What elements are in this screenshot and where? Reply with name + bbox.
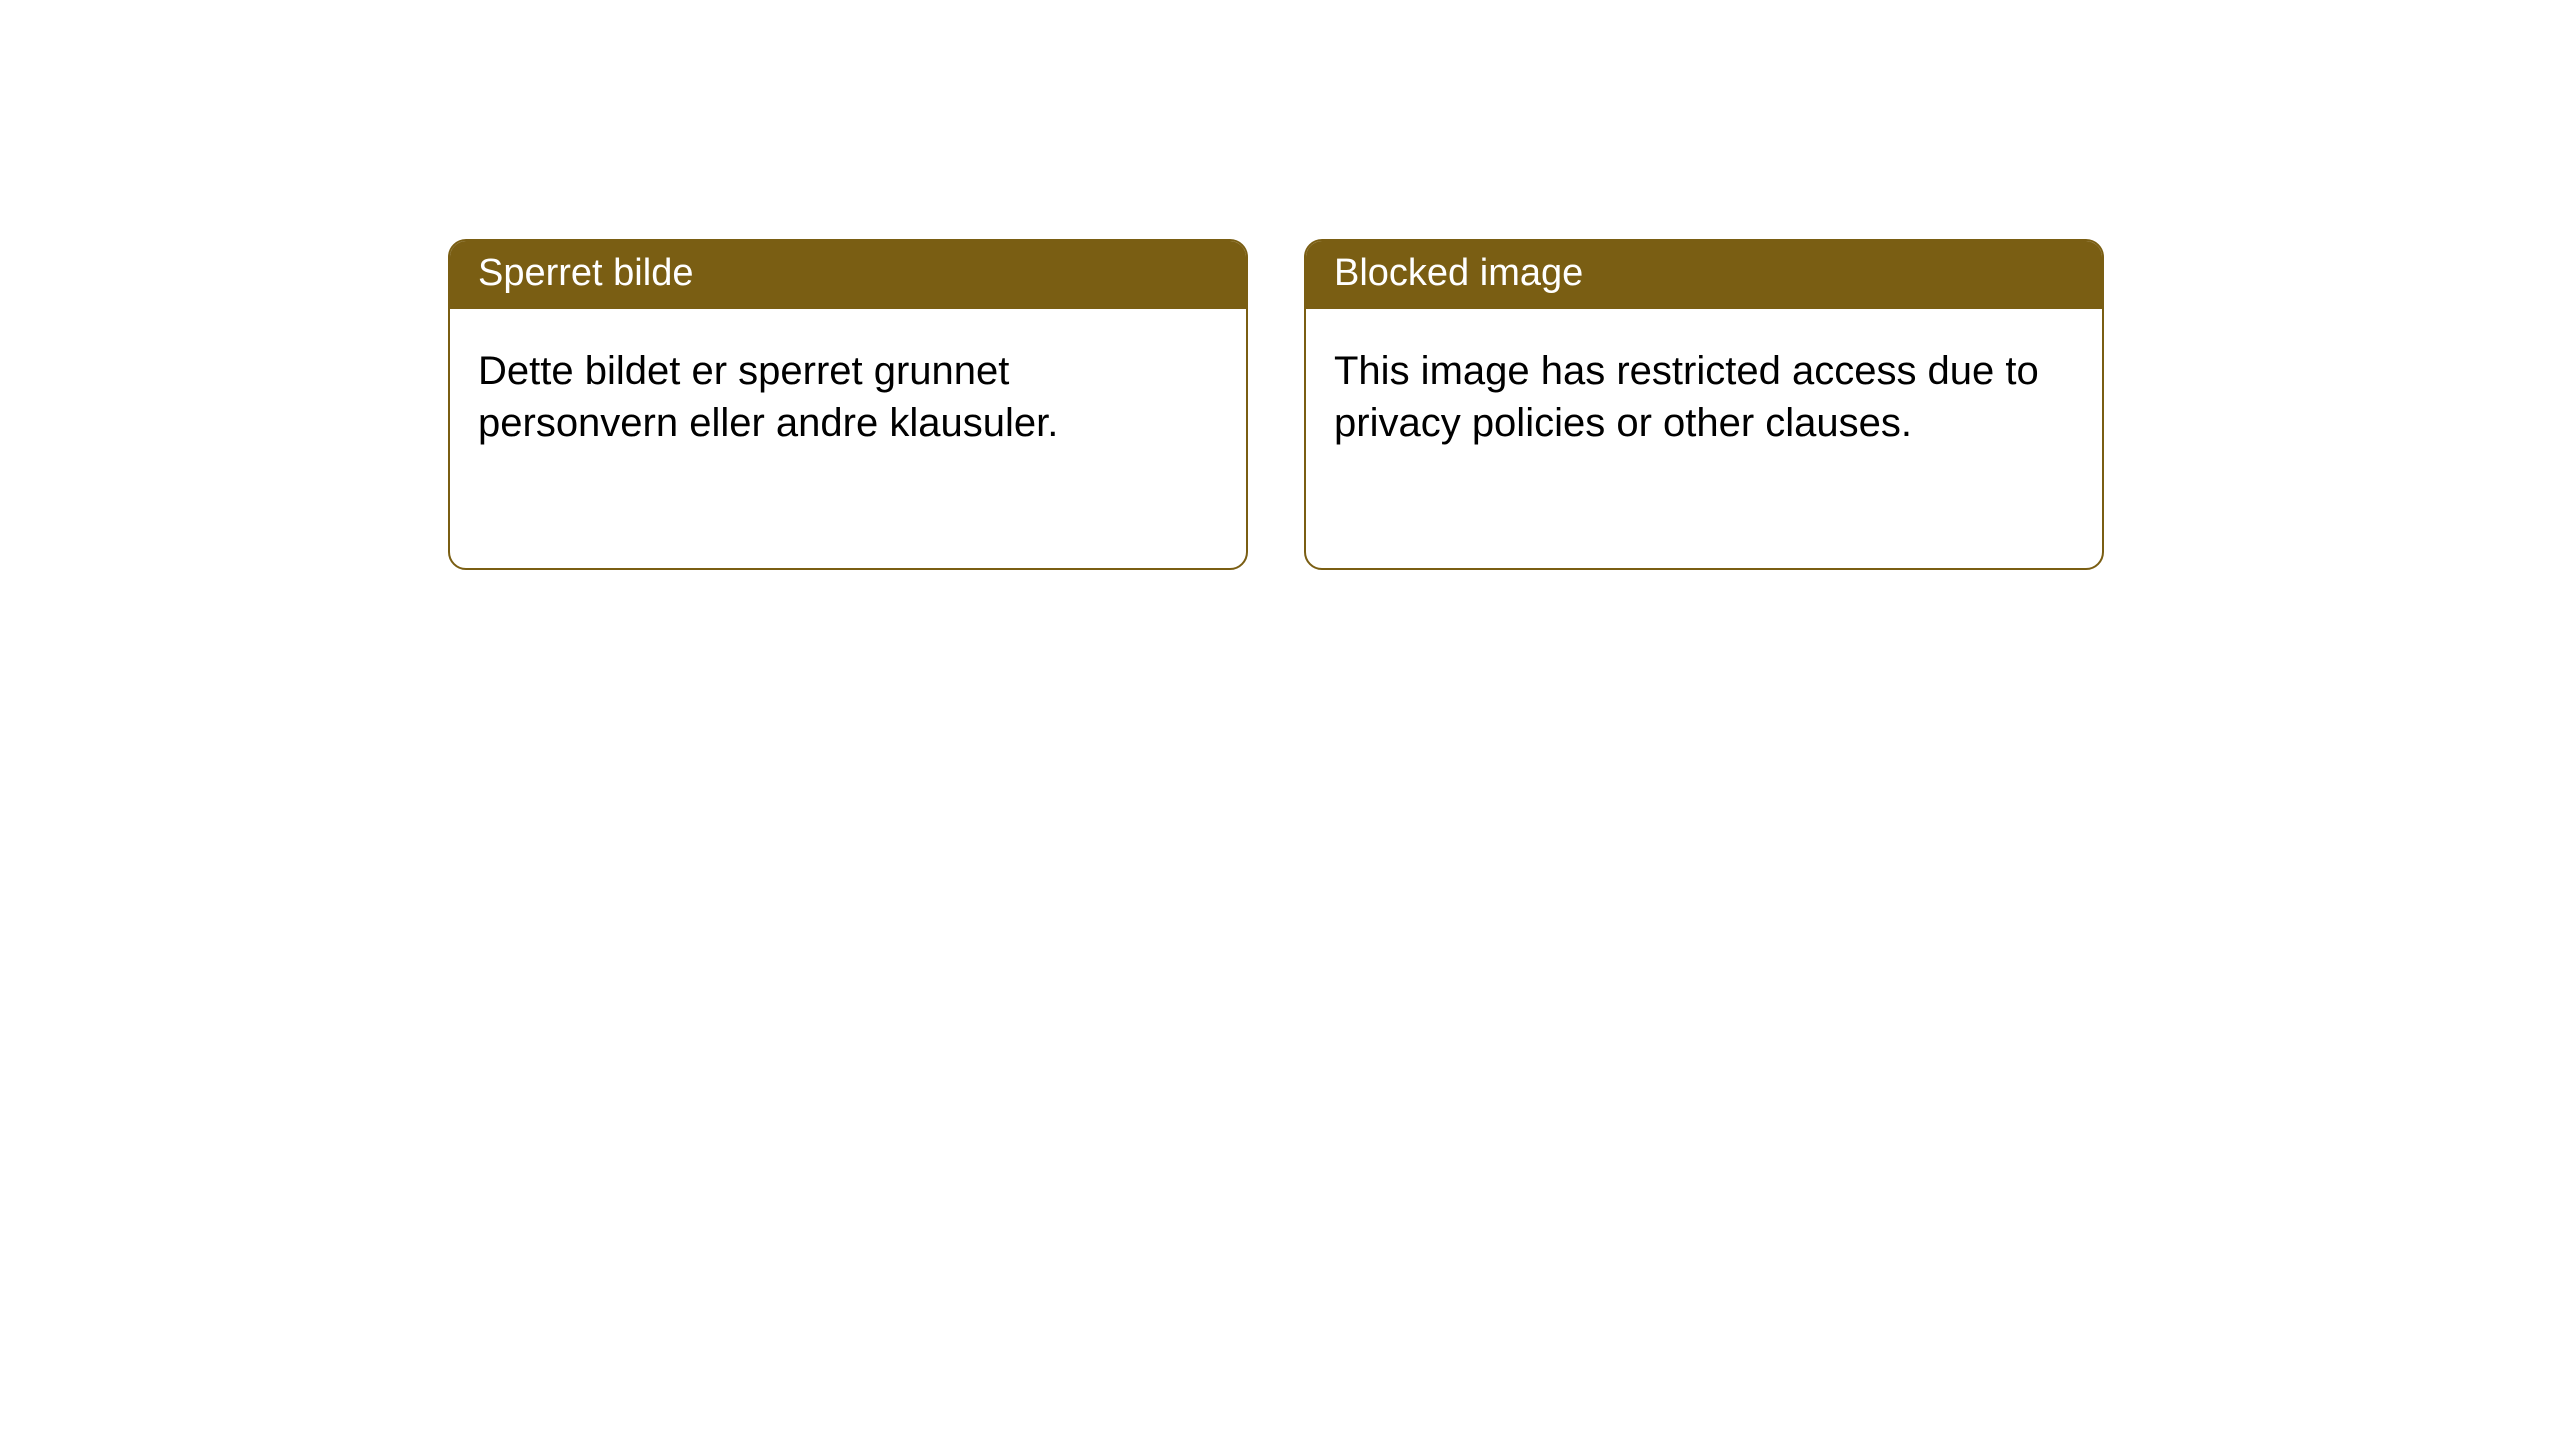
card-body: This image has restricted access due to … <box>1306 309 2102 477</box>
notice-card-norwegian: Sperret bilde Dette bildet er sperret gr… <box>448 239 1248 570</box>
card-title: Sperret bilde <box>478 252 693 294</box>
card-message: This image has restricted access due to … <box>1334 349 2039 445</box>
notice-card-english: Blocked image This image has restricted … <box>1304 239 2104 570</box>
card-title: Blocked image <box>1334 252 1583 294</box>
notice-cards-container: Sperret bilde Dette bildet er sperret gr… <box>448 239 2104 570</box>
card-header: Sperret bilde <box>450 241 1246 309</box>
card-message: Dette bildet er sperret grunnet personve… <box>478 349 1058 445</box>
card-body: Dette bildet er sperret grunnet personve… <box>450 309 1246 477</box>
card-header: Blocked image <box>1306 241 2102 309</box>
